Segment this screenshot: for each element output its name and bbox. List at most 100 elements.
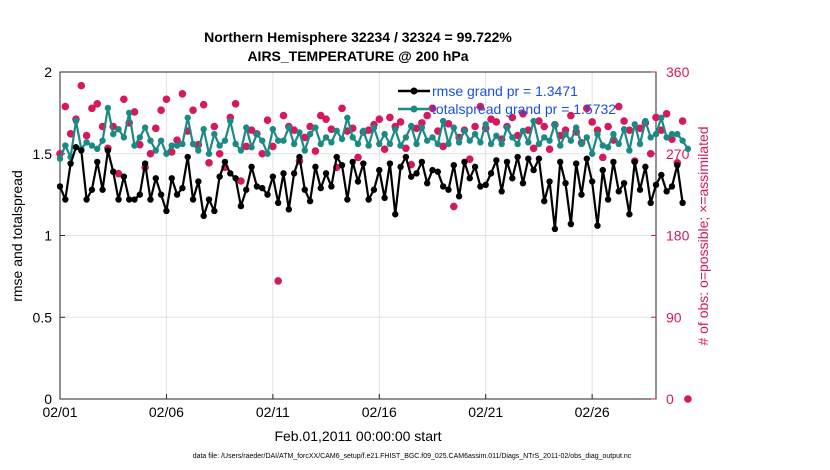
rmse-point <box>668 183 676 190</box>
obs-count-marker <box>588 118 596 126</box>
totalspread-point <box>328 139 335 146</box>
rmse-point <box>413 170 420 177</box>
rmse-point <box>610 158 617 166</box>
rmse-point <box>328 183 335 190</box>
rmse-point <box>301 186 308 193</box>
rmse-point <box>115 196 122 203</box>
totalspread-point <box>674 130 681 138</box>
rmse-point <box>269 173 277 180</box>
totalspread-point <box>658 114 665 121</box>
totalspread-point <box>631 121 638 128</box>
rmse-point <box>557 158 564 166</box>
x-axis: 02/01 02/06 02/11 02/16 02/21 02/26 <box>42 394 610 420</box>
totalspread-point <box>679 137 686 144</box>
totalspread-point <box>205 150 213 157</box>
obs-count-marker <box>678 117 687 125</box>
totalspread-point <box>179 140 186 148</box>
totalspread-point <box>338 135 346 143</box>
totalspread-point <box>615 140 622 148</box>
totalspread-point <box>173 142 181 149</box>
totalspread-point <box>322 134 330 141</box>
obs-count-marker <box>82 131 91 140</box>
rmse-point <box>83 196 90 203</box>
x-tick-label: 02/06 <box>149 404 184 420</box>
obs-count-marker <box>237 177 245 185</box>
obs-count-marker <box>604 122 612 131</box>
x-tick-label: 02/16 <box>362 404 397 420</box>
rmse-point <box>477 183 484 190</box>
rmse-point <box>243 186 250 193</box>
obs-count-marker <box>231 99 240 108</box>
obs-count-marker <box>93 99 102 108</box>
totalspread-point <box>402 134 410 141</box>
rmse-point <box>578 191 585 198</box>
rmse-point <box>179 184 186 192</box>
legend-label-rmse: rmse grand pr = 1.3471 <box>432 83 578 99</box>
totalspread-point <box>168 142 175 149</box>
totalspread-point <box>642 117 649 125</box>
rmse-point <box>184 153 191 161</box>
totalspread-point <box>525 139 532 146</box>
x-tick-label: 02/11 <box>256 404 290 420</box>
y-axis-right: 0 90 180 270 360 <box>651 64 690 407</box>
y-tick-label: 1 <box>44 228 52 244</box>
obs-count-marker <box>567 111 575 120</box>
totalspread-point <box>216 142 223 149</box>
totalspread-point <box>498 140 505 148</box>
rmse-point <box>503 158 511 166</box>
rmse-point <box>658 171 665 179</box>
data-file-footer: data file: /Users/raeder/DAI/ATM_forcXX/… <box>193 453 632 460</box>
obs-count-marker <box>316 111 325 120</box>
rmse-point <box>620 179 628 187</box>
rmse-point <box>163 207 170 215</box>
y-axis-label: rmse and totalspread <box>9 170 25 302</box>
obs-count-marker <box>269 142 277 151</box>
totalspread-point <box>269 126 277 133</box>
totalspread-point <box>392 126 399 133</box>
obs-count-marker <box>120 95 128 104</box>
rmse-point <box>679 199 686 206</box>
series-layer <box>56 81 692 403</box>
totalspread-point <box>535 140 543 148</box>
totalspread-point <box>280 137 287 144</box>
rmse-point <box>562 179 569 187</box>
y-tick-label: 0 <box>44 391 52 407</box>
obs-count-marker <box>396 118 405 126</box>
rmse-point <box>594 222 601 229</box>
obs-count-marker <box>162 95 171 104</box>
totalspread-point <box>365 142 372 149</box>
rmse-point <box>615 188 622 195</box>
obs-count-marker <box>199 100 208 109</box>
obs-count-marker <box>465 155 474 163</box>
rmse-point <box>56 183 64 190</box>
totalspread-point <box>296 129 303 136</box>
obs-count-marker <box>327 125 336 134</box>
totalspread-point <box>152 147 159 154</box>
totalspread-point <box>232 140 239 148</box>
totalspread-point <box>189 140 197 148</box>
rmse-point <box>67 160 74 167</box>
rmse-point <box>572 160 580 167</box>
rmse-point <box>216 173 223 180</box>
totalspread-point <box>599 142 606 149</box>
totalspread-point <box>663 134 670 141</box>
rmse-point <box>509 175 516 182</box>
totalspread-point <box>157 137 165 144</box>
totalspread-point <box>519 127 527 135</box>
rmse-point <box>333 153 340 161</box>
obs-count-marker <box>300 133 309 142</box>
totalspread-point <box>259 137 266 144</box>
chart-subtitle: AIRS_TEMPERATURE @ 200 hPa <box>247 48 468 64</box>
totalspread-point <box>131 142 138 149</box>
rmse-point <box>392 211 399 218</box>
totalspread-point <box>285 124 293 131</box>
totalspread-point <box>290 140 298 148</box>
rmse-point <box>370 186 378 193</box>
totalspread-point <box>493 132 500 139</box>
rmse-point <box>423 179 431 187</box>
totalspread-point <box>626 147 633 154</box>
rmse-point <box>296 153 303 161</box>
rmse-point <box>168 175 175 182</box>
rmse-point <box>317 184 324 192</box>
